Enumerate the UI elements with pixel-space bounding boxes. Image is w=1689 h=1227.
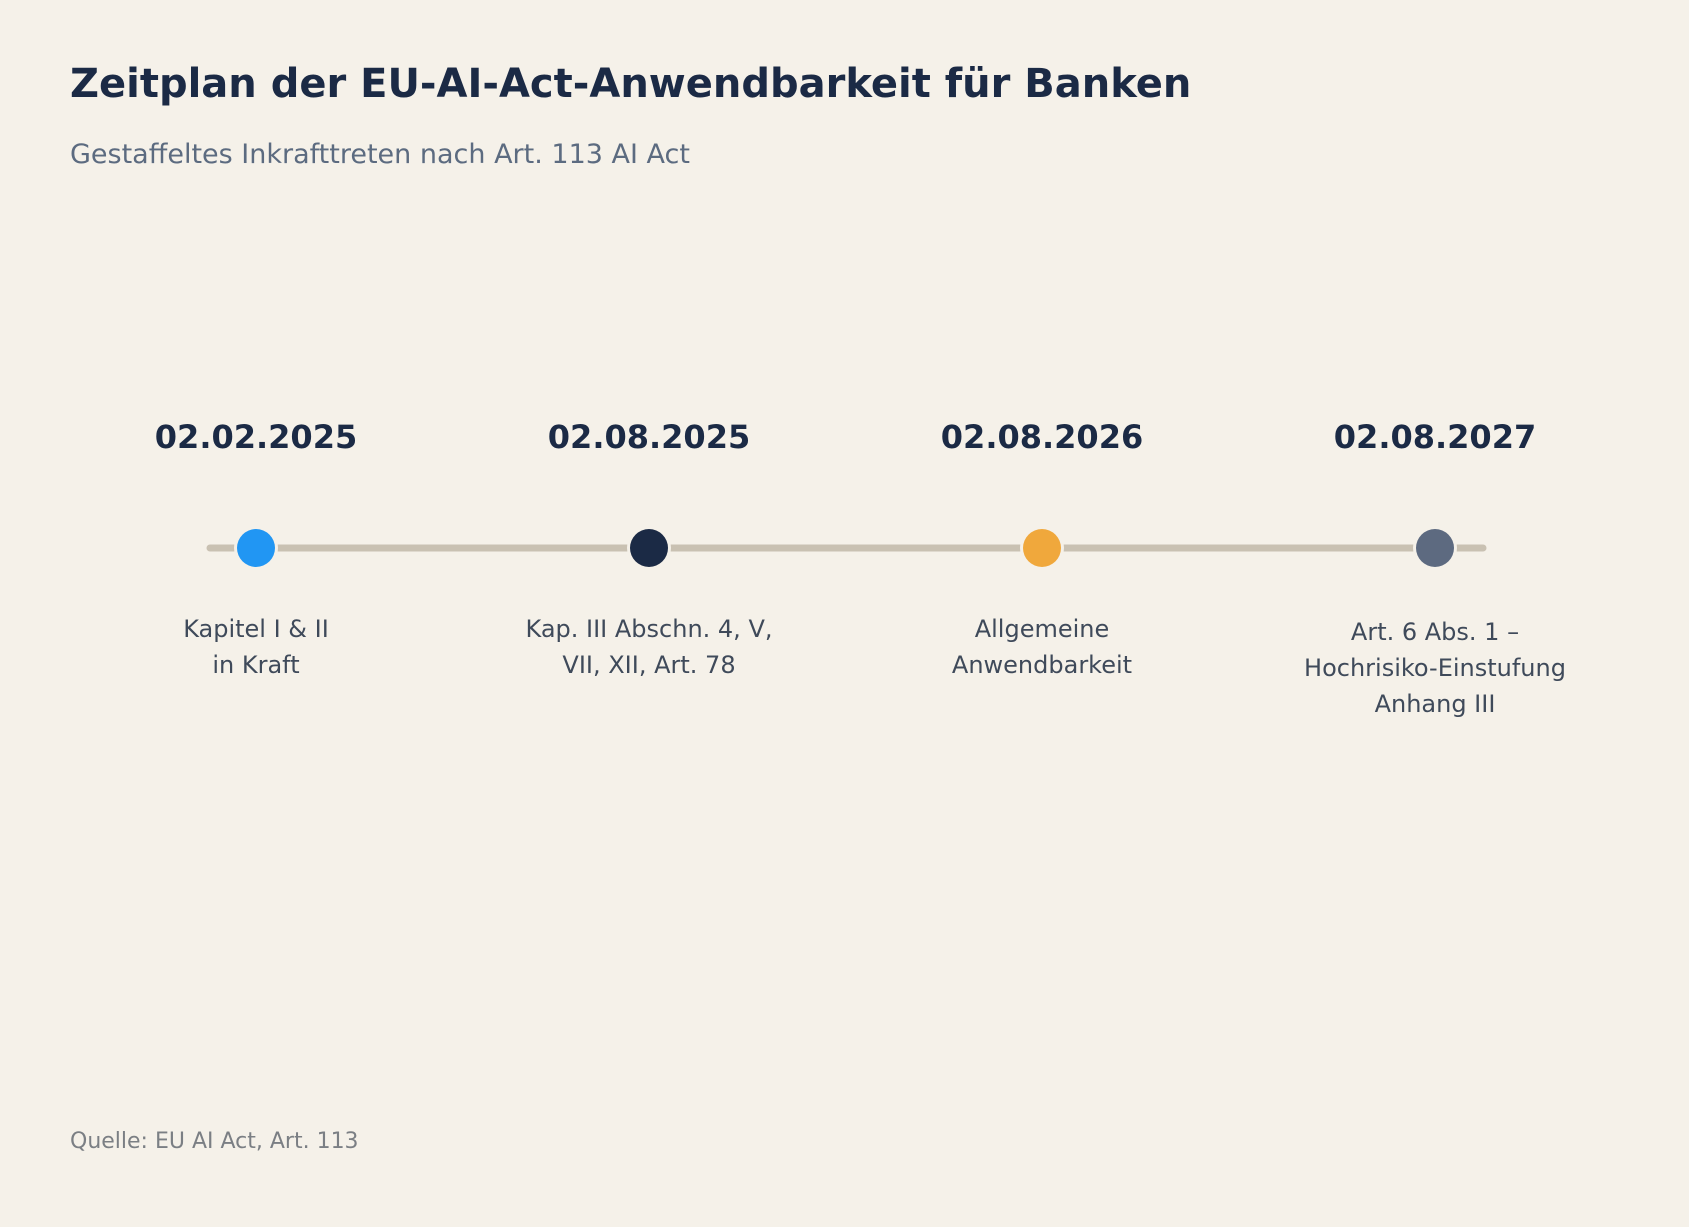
milestone-marker — [237, 529, 275, 567]
page-title: Zeitplan der EU-AI-Act-Anwendbarkeit für… — [70, 61, 1192, 107]
milestone-description: Kap. III Abschn. 4, V, VII, XII, Art. 78 — [489, 611, 809, 683]
milestone-date: 02.02.2025 — [154, 418, 358, 456]
milestone-description-line: Hochrisiko-Einstufung — [1304, 654, 1566, 682]
milestone-description-line: Kap. III Abschn. 4, V, — [525, 615, 773, 643]
milestone-description: Allgemeine Anwendbarkeit — [882, 611, 1202, 683]
milestone-description-line: Anwendbarkeit — [951, 651, 1133, 679]
milestone-marker — [630, 529, 668, 567]
milestone-description-line: Kapitel I & II — [183, 615, 329, 643]
milestone-description-line: in Kraft — [212, 651, 300, 679]
milestone-marker — [1416, 529, 1454, 567]
milestone-description: Kapitel I & II in Kraft — [96, 611, 416, 683]
page-subtitle: Gestaffeltes Inkrafttreten nach Art. 113… — [70, 139, 690, 170]
milestone-date: 02.08.2025 — [547, 418, 751, 456]
milestone-description-line: Art. 6 Abs. 1 – — [1350, 618, 1520, 646]
milestone-date: 02.08.2026 — [940, 418, 1144, 456]
milestone-date: 02.08.2027 — [1333, 418, 1537, 456]
milestone-description-line: Anhang III — [1374, 690, 1496, 718]
milestone-marker — [1023, 529, 1061, 567]
milestone-description: Art. 6 Abs. 1 – Hochrisiko-Einstufung Anha… — [1275, 614, 1595, 722]
milestone-markers — [234, 526, 1457, 570]
source-note: Quelle: EU AI Act, Art. 113 — [70, 1129, 359, 1154]
milestone-description-line: VII, XII, Art. 78 — [562, 651, 736, 679]
milestone-description-line: Allgemeine — [974, 615, 1110, 643]
